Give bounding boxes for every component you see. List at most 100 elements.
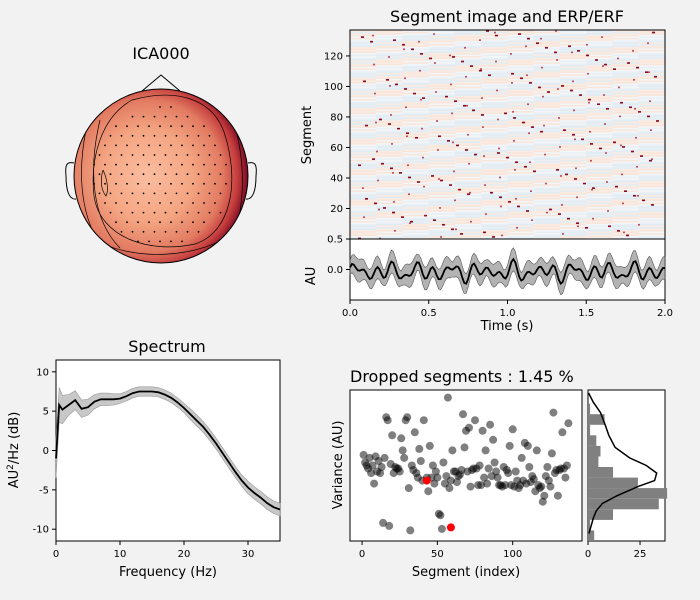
- topomap-panel: ICA000: [65, 44, 257, 264]
- segment-row-cell: [402, 107, 429, 110]
- segment-row-cell: [376, 200, 403, 203]
- segment-row-cell: [638, 106, 665, 109]
- segment-row-cell: [428, 214, 456, 217]
- segment-row-cell: [612, 216, 639, 218]
- segment-row-cell: [560, 219, 587, 221]
- segment-row-cell: [402, 100, 429, 102]
- segment-row-cell: [481, 162, 508, 165]
- segment-row-cell: [455, 222, 482, 224]
- segment-peak: [467, 193, 470, 196]
- segment-row-cell: [612, 147, 639, 150]
- segment-row-cell: [638, 42, 665, 44]
- segment-row-cell: [638, 54, 665, 57]
- segment-row-cell: [428, 145, 456, 148]
- segment-row-cell: [402, 174, 429, 177]
- erp-mean-line: [349, 257, 666, 285]
- segment-peak: [536, 42, 539, 45]
- segment-row-cell: [350, 136, 377, 139]
- segment-row-cell: [533, 176, 561, 179]
- segment-row-cell: [455, 179, 482, 182]
- sensor-dot: [137, 144, 139, 147]
- segment-row-cell: [507, 158, 534, 160]
- segment-peak: [374, 202, 377, 205]
- segment-row-cell: [638, 126, 665, 128]
- segment-row-cell: [586, 234, 613, 237]
- segment-row-cell: [481, 193, 508, 195]
- segment-row-cell: [560, 200, 587, 203]
- segment-row-cell: [560, 220, 587, 223]
- segment-row-cell: [507, 46, 534, 49]
- segment-row-cell: [350, 231, 377, 234]
- scatter-point: [368, 461, 377, 470]
- segment-row-cell: [586, 136, 613, 139]
- segment-row-cell: [638, 127, 665, 130]
- segment-row-cell: [638, 34, 665, 37]
- segment-row-cell: [507, 159, 534, 162]
- segment-row-cell: [481, 36, 508, 38]
- segment-row-cell: [612, 171, 639, 174]
- segment-row-cell: [638, 202, 665, 205]
- segment-row-cell: [376, 202, 403, 205]
- segment-row-cell: [376, 136, 403, 139]
- segment-peak: [632, 49, 634, 52]
- sensor-dot: [159, 163, 161, 166]
- segment-row-cell: [507, 138, 534, 141]
- segment-row-cell: [586, 126, 613, 128]
- sensor-dot: [203, 144, 205, 147]
- segment-row-cell: [402, 164, 429, 166]
- segment-row-cell: [560, 101, 587, 104]
- segment-row-cell: [376, 51, 403, 54]
- segment-row-cell: [402, 225, 429, 227]
- segment-row-cell: [586, 165, 613, 168]
- segment-row-cell: [533, 126, 561, 128]
- segment-row-cell: [428, 162, 456, 165]
- segment-row-cell: [560, 171, 587, 174]
- sensor-dot: [109, 211, 112, 214]
- segment-row-cell: [612, 94, 639, 96]
- segment-row-cell: [507, 69, 534, 72]
- segment-row-cell: [350, 177, 377, 180]
- segment-row-cell: [376, 103, 403, 105]
- segment-row-cell: [638, 226, 665, 229]
- histogram-bars: [588, 403, 668, 541]
- segment-row-cell: [481, 144, 508, 147]
- segment-row-cell: [560, 78, 587, 81]
- segment-row-cell: [533, 107, 561, 110]
- segment-row-cell: [455, 72, 482, 75]
- segment-row-cell: [560, 36, 587, 38]
- segment-row-cell: [481, 136, 508, 139]
- segment-row-cell: [507, 206, 534, 209]
- sensor-dot: [170, 125, 172, 128]
- segment-peak: [376, 150, 378, 153]
- segment-peak: [401, 216, 404, 218]
- segment-row-cell: [638, 123, 665, 125]
- segment-row-cell: [533, 63, 561, 66]
- segment-row-cell: [428, 165, 456, 168]
- sensor-dot: [225, 163, 227, 166]
- segment-row-cell: [402, 132, 429, 134]
- segment-row-cell: [533, 43, 561, 46]
- segment-row-cell: [507, 142, 534, 145]
- segment-peak: [586, 43, 588, 46]
- scatter-point: [492, 467, 501, 476]
- segment-row-cell: [507, 225, 534, 227]
- segment-row-cell: [586, 232, 613, 235]
- segment-row-cell: [507, 72, 534, 75]
- segment-peak: [474, 153, 477, 156]
- segment-peak: [529, 161, 531, 164]
- segment-row-cell: [481, 123, 508, 125]
- segment-row-cell: [533, 80, 561, 83]
- segment-row-cell: [350, 211, 377, 214]
- segment-row-cell: [428, 176, 456, 179]
- segment-row-cell: [402, 173, 429, 176]
- segment-row-cell: [350, 228, 377, 231]
- segment-row-cell: [507, 181, 534, 183]
- segment-row-cell: [376, 81, 403, 84]
- segment-row-cell: [350, 40, 377, 43]
- segment-row-cell: [376, 197, 403, 200]
- segment-row-cell: [507, 121, 534, 124]
- segment-row-cell: [612, 164, 639, 166]
- segment-row-cell: [402, 234, 429, 237]
- segment-row-cell: [350, 150, 377, 153]
- segment-peak: [461, 60, 464, 63]
